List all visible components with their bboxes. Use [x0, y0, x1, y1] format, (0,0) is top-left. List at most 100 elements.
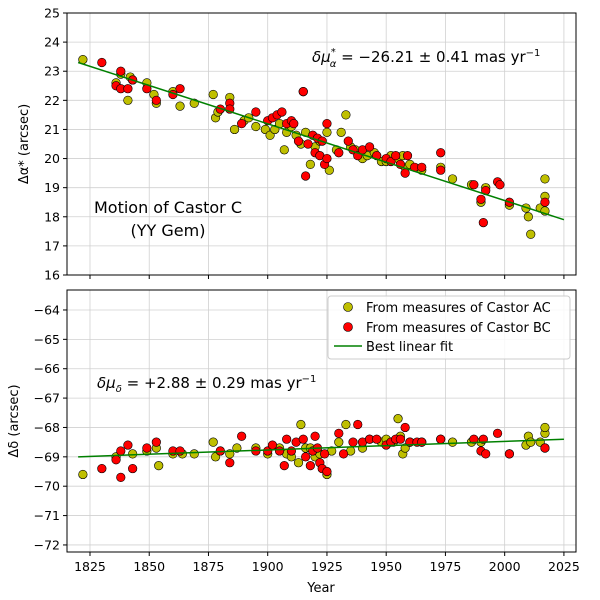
y-tick-label: −70 [34, 479, 60, 494]
point-castor-bc [279, 461, 289, 471]
y-tick-label: 19 [44, 180, 60, 195]
point-castor-ac [279, 145, 289, 155]
point-castor-bc [97, 463, 107, 474]
point-castor-bc [237, 119, 247, 129]
y-tick-label: 18 [44, 209, 60, 224]
point-castor-bc [175, 84, 185, 94]
point-castor-bc [303, 139, 313, 149]
point-castor-ac [526, 437, 536, 447]
y-tick-label: −68 [34, 420, 60, 435]
point-castor-bc [301, 452, 311, 462]
point-castor-bc [436, 148, 446, 158]
point-castor-bc [282, 434, 292, 444]
y-tick-label: 24 [44, 35, 60, 50]
point-castor-bc [298, 434, 308, 444]
y-tick-label: −67 [34, 391, 60, 406]
point-castor-ac [123, 95, 133, 105]
x-tick-label: 2000 [489, 559, 521, 574]
point-castor-ac [305, 159, 315, 169]
point-castor-ac [208, 89, 218, 100]
point-castor-bc [417, 162, 427, 172]
point-castor-bc [237, 431, 247, 441]
y-tick-label: 20 [44, 151, 60, 166]
point-castor-bc [116, 66, 126, 76]
point-castor-bc [151, 437, 161, 447]
point-castor-bc [116, 472, 126, 482]
point-castor-ac [128, 449, 138, 459]
x-tick-label: 1825 [74, 559, 106, 574]
y-tick-label: −72 [34, 537, 60, 552]
x-tick-label: 1975 [430, 559, 462, 574]
legend-marker-ac [343, 302, 353, 312]
bottom-panel-dec: 1825 1850 1875 1900 1925 1950 1975 2000 2025 −72 −… [34, 289, 580, 574]
point-castor-bc [123, 84, 133, 94]
point-castor-bc [372, 434, 382, 444]
point-castor-bc [319, 449, 330, 459]
point-castor-ac [189, 449, 199, 459]
x-tick-label: 2025 [548, 559, 580, 574]
x-tick-label: 1925 [311, 559, 343, 574]
point-castor-bc [277, 107, 287, 117]
y-tick-label: 23 [44, 64, 60, 79]
best-fit-line [77, 61, 565, 221]
point-castor-ac [293, 458, 304, 468]
point-castor-bc [391, 151, 401, 161]
point-castor-bc [469, 434, 479, 444]
point-castor-bc [111, 455, 121, 465]
top-panel-ra: 16 17 18 19 20 21 22 23 24 25 [44, 6, 577, 283]
point-castor-ac [175, 101, 185, 111]
y-tick-label: 22 [44, 93, 60, 108]
legend: From measures of Castor AC From measures… [327, 295, 571, 360]
bottom-annotation: δμδ = +2.88 ± 0.29 mas yr−1 [97, 374, 316, 395]
top-y-axis-label: Δα* (arcsec) [17, 104, 32, 184]
point-castor-bc [436, 434, 446, 444]
point-castor-bc [128, 463, 138, 474]
point-castor-bc [334, 148, 344, 158]
point-castor-bc [400, 422, 410, 433]
y-tick-label: 16 [44, 268, 60, 283]
point-castor-bc [251, 107, 261, 117]
point-castor-bc [334, 428, 344, 438]
x-tick-label: 1875 [193, 559, 225, 574]
y-tick-label: −69 [34, 449, 60, 464]
point-castor-ac [229, 124, 240, 135]
top-annotation: δμ* α = −26.21 ± 0.41 mas yr−1 [312, 47, 540, 70]
point-castor-bc [97, 57, 107, 68]
best-fit-line [78, 438, 564, 458]
legend-marker-bc [343, 322, 353, 332]
y-tick-label: −64 [34, 302, 60, 317]
point-castor-bc [267, 440, 278, 450]
point-castor-ac [526, 229, 536, 239]
point-castor-ac [540, 174, 550, 184]
axes-frame [66, 12, 577, 276]
point-castor-bc [322, 119, 332, 129]
point-castor-bc [469, 180, 479, 190]
legend-label-bc: From measures of Castor BC [366, 321, 551, 336]
point-castor-bc [274, 446, 285, 456]
point-castor-bc [310, 431, 320, 441]
point-castor-bc [348, 437, 358, 447]
x-tick-label: 1850 [133, 559, 165, 574]
point-castor-bc [481, 449, 491, 459]
point-castor-bc [322, 153, 332, 164]
point-castor-ac [322, 127, 332, 137]
point-castor-bc [289, 119, 299, 129]
point-castor-bc [436, 165, 446, 175]
y-tick-label: −66 [34, 361, 60, 376]
chart-title-line-1: Motion of Castor C [94, 198, 242, 217]
x-tick-label: 1900 [252, 559, 284, 574]
point-castor-bc [286, 446, 297, 456]
y-tick-label: −71 [34, 508, 60, 523]
point-castor-ac [334, 437, 344, 447]
point-castor-bc [540, 197, 550, 207]
point-castor-bc [353, 419, 363, 430]
bottom-y-axis-label: Δδ (arcsec) [7, 384, 22, 457]
point-castor-bc [540, 443, 550, 453]
point-castor-bc [400, 168, 410, 178]
point-castor-ac [232, 443, 242, 453]
legend-label-fit: Best linear fit [366, 340, 453, 355]
point-castor-ac [540, 422, 550, 433]
point-castor-bc [395, 434, 406, 444]
point-castor-bc [492, 428, 503, 438]
